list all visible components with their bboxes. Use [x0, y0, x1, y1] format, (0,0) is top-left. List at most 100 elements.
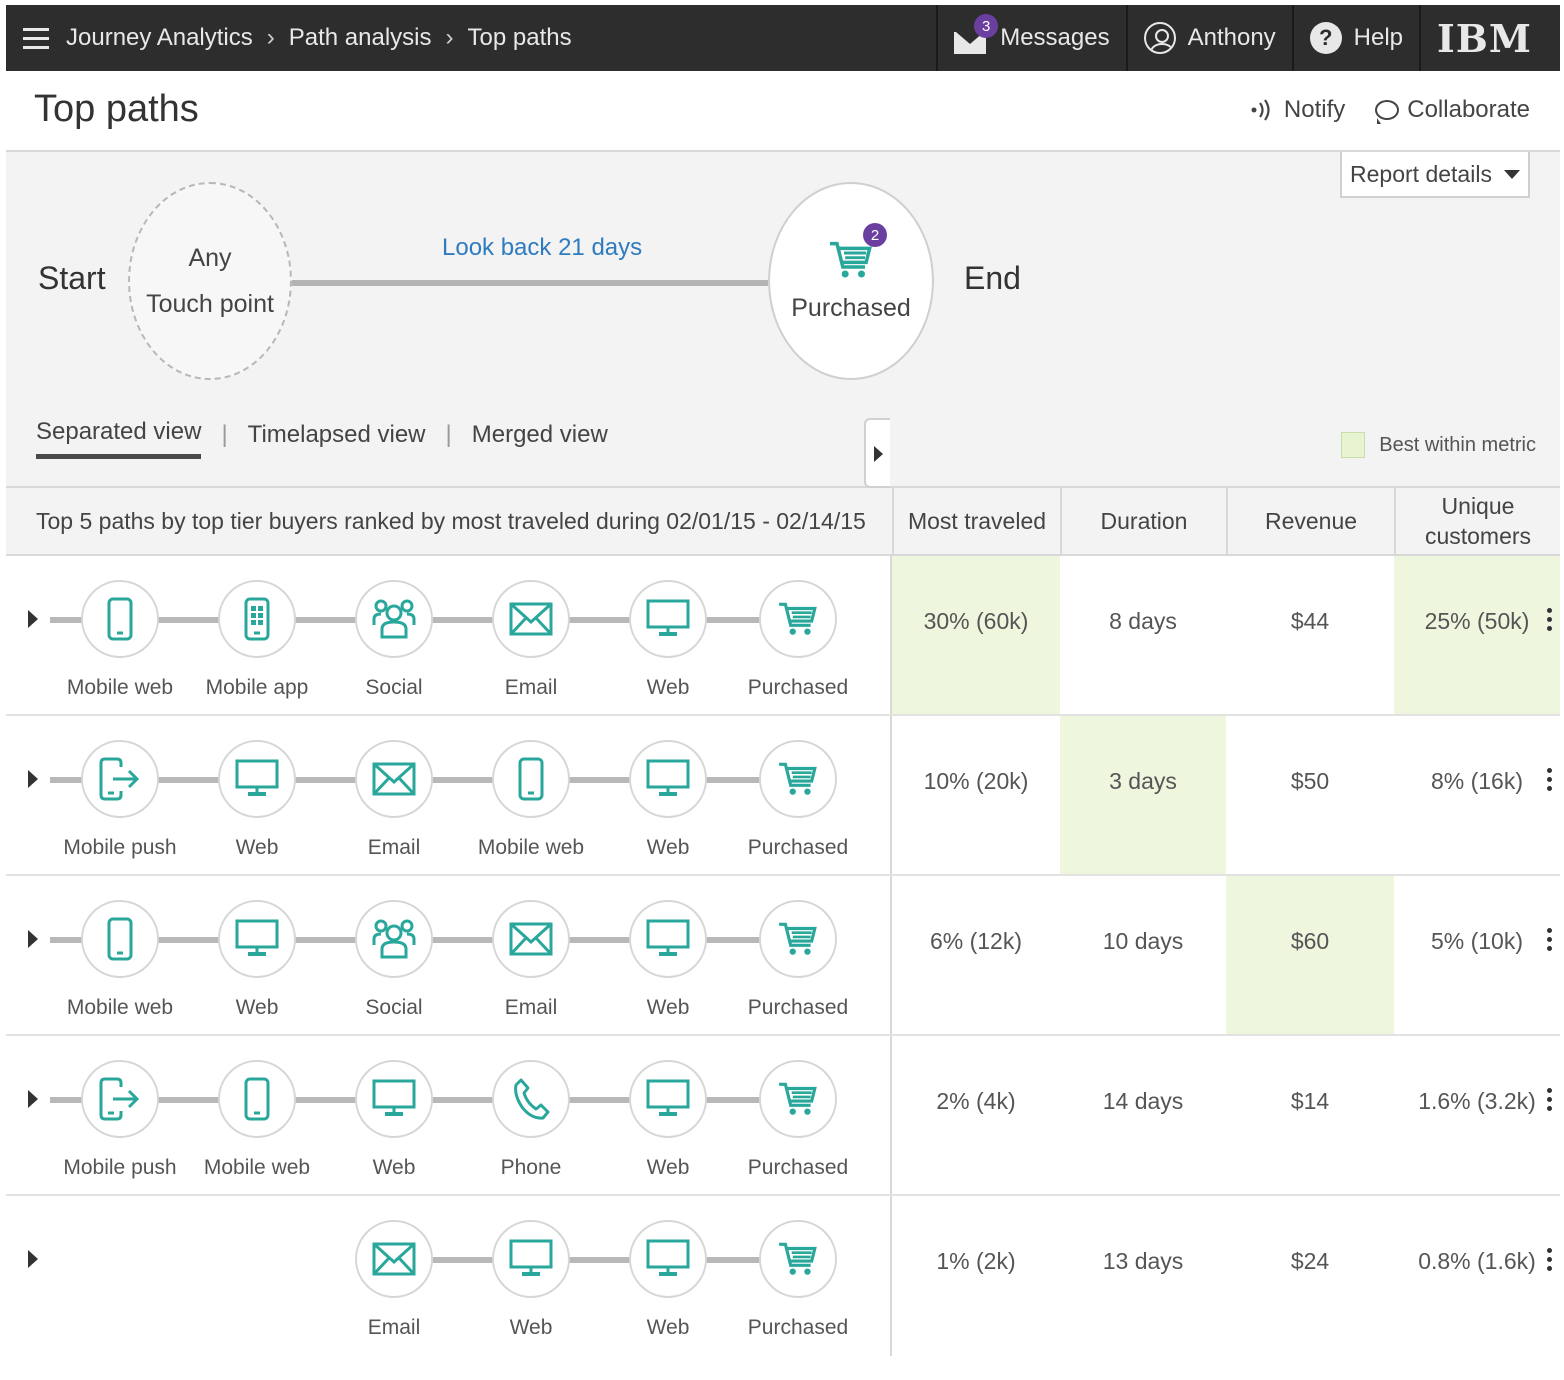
column-duration[interactable]: Duration: [1060, 488, 1226, 554]
path-step[interactable]: Mobile web: [189, 1060, 325, 1180]
tab-merged-view[interactable]: Merged view: [471, 420, 608, 448]
cart-icon: [759, 580, 837, 658]
breadcrumb-top-paths[interactable]: Top paths: [467, 24, 572, 51]
path-step-label: Email: [367, 1316, 421, 1339]
panel-collapse-tab[interactable]: [864, 418, 890, 488]
path-step[interactable]: Email: [463, 580, 599, 700]
path-step-label: Purchased: [747, 1156, 849, 1179]
path-step[interactable]: Purchased: [730, 900, 866, 1020]
path-step-label: Purchased: [747, 1316, 849, 1339]
metric-value: $24: [1290, 1248, 1330, 1274]
collaborate-button[interactable]: Collaborate: [1375, 96, 1530, 124]
report-details-dropdown[interactable]: Report details: [1340, 152, 1530, 198]
column-most-traveled[interactable]: Most traveled: [892, 488, 1060, 554]
expand-row-icon[interactable]: [28, 770, 38, 788]
metric-revenue: $60: [1226, 876, 1394, 1034]
table-row[interactable]: Email Web Web Purchased 1% (2k) 13 days $24 0.8…: [6, 1196, 1560, 1356]
path-step[interactable]: Phone: [463, 1060, 599, 1180]
tab-timelapsed-view[interactable]: Timelapsed view: [247, 420, 426, 448]
path-step[interactable]: Mobile web: [463, 740, 599, 860]
start-touchpoint-node[interactable]: Any Touch point: [128, 182, 292, 380]
path-step[interactable]: Mobile app: [189, 580, 325, 700]
metric-value: 13 days: [1102, 1248, 1184, 1274]
caret-down-icon: [1503, 169, 1520, 179]
expand-row-icon[interactable]: [28, 930, 38, 948]
path-step[interactable]: Purchased: [730, 1060, 866, 1180]
path-step[interactable]: Mobile web: [52, 900, 188, 1020]
lookback-link[interactable]: Look back 21 days: [442, 234, 643, 261]
table-row[interactable]: Mobile web Web Social Email Web Purchased 6% (…: [6, 876, 1560, 1036]
path-step[interactable]: Web: [600, 900, 736, 1020]
path-step[interactable]: Mobile push: [52, 740, 188, 860]
metric-value: 25% (50k): [1424, 608, 1530, 634]
breadcrumb: Journey Analytics › Path analysis › Top …: [66, 24, 572, 52]
notify-button[interactable]: Notify: [1250, 96, 1345, 124]
path-step[interactable]: Web: [600, 580, 736, 700]
hamburger-menu-icon[interactable]: [6, 5, 66, 71]
user-menu-button[interactable]: Anthony: [1125, 5, 1292, 71]
metric-value: 10% (20k): [923, 768, 1029, 794]
metric-unique: 8% (16k): [1394, 716, 1560, 874]
legend-swatch: [1341, 432, 1366, 458]
path-step-label: Social: [365, 676, 423, 699]
view-tabs: Separated view | Timelapsed view | Merge…: [36, 418, 608, 459]
metric-value: 1.6% (3.2k): [1418, 1088, 1536, 1114]
table-header: Top 5 paths by top tier buyers ranked by…: [6, 486, 1560, 556]
path-step[interactable]: Social: [326, 900, 462, 1020]
path-step[interactable]: Mobile push: [52, 1060, 188, 1180]
column-revenue[interactable]: Revenue: [1226, 488, 1394, 554]
path-step[interactable]: Email: [326, 740, 462, 860]
column-unique-customers[interactable]: Unique customers: [1394, 488, 1560, 554]
path-step[interactable]: Web: [189, 740, 325, 860]
metric-value: 8% (16k): [1430, 768, 1524, 794]
row-menu-icon[interactable]: [1547, 1088, 1552, 1111]
mobile-web-icon: [218, 1060, 296, 1138]
social-icon: [355, 580, 433, 658]
tab-separated-view[interactable]: Separated view: [36, 418, 202, 459]
expand-row-icon[interactable]: [28, 610, 38, 628]
help-button[interactable]: ? Help: [1291, 5, 1419, 71]
row-menu-icon[interactable]: [1547, 1248, 1552, 1271]
path-step[interactable]: Purchased: [730, 1220, 866, 1340]
ibm-logo: IBM: [1421, 16, 1560, 61]
end-touchpoint-node[interactable]: 2 Purchased: [768, 182, 934, 380]
path-step[interactable]: Email: [463, 900, 599, 1020]
chat-bubble-icon: [1375, 100, 1400, 124]
path-step[interactable]: Web: [189, 900, 325, 1020]
notify-icon: [1251, 99, 1270, 121]
path-step[interactable]: Web: [600, 740, 736, 860]
row-menu-icon[interactable]: [1547, 768, 1552, 791]
breadcrumb-journey-analytics[interactable]: Journey Analytics: [66, 24, 253, 51]
path-step[interactable]: Purchased: [730, 580, 866, 700]
expand-row-icon[interactable]: [28, 1090, 38, 1108]
path-step[interactable]: Web: [600, 1220, 736, 1340]
row-menu-icon[interactable]: [1547, 928, 1552, 951]
web-icon: [492, 1220, 570, 1298]
top-paths-table: Top 5 paths by top tier buyers ranked by…: [6, 486, 1560, 1358]
path-step[interactable]: Social: [326, 580, 462, 700]
row-menu-icon[interactable]: [1547, 608, 1552, 631]
web-icon: [218, 740, 296, 818]
email-icon: [492, 580, 570, 658]
path-step[interactable]: Web: [600, 1060, 736, 1180]
start-node-line1: Any: [188, 244, 232, 272]
path-step[interactable]: Web: [463, 1220, 599, 1340]
path-step[interactable]: Mobile web: [52, 580, 188, 700]
user-name: Anthony: [1187, 24, 1276, 51]
metric-most-traveled: 2% (4k): [892, 1036, 1060, 1194]
table-row[interactable]: Mobile push Mobile web Web Phone Web Purchase…: [6, 1036, 1560, 1196]
path-step-label: Mobile app: [205, 676, 309, 699]
breadcrumb-path-analysis[interactable]: Path analysis: [288, 24, 432, 51]
top-navigation-bar: Journey Analytics › Path analysis › Top …: [6, 5, 1560, 71]
table-row[interactable]: Mobile push Web Email Mobile web Web Purchase…: [6, 716, 1560, 876]
messages-button[interactable]: 3 Messages: [936, 5, 1125, 71]
metric-unique: 0.8% (1.6k): [1394, 1196, 1560, 1356]
mobile-web-icon: [492, 740, 570, 818]
expand-row-icon[interactable]: [28, 1250, 38, 1268]
path-step[interactable]: Email: [326, 1220, 462, 1340]
chevron-right-icon: ›: [266, 24, 275, 51]
path-step[interactable]: Web: [326, 1060, 462, 1180]
table-row[interactable]: Mobile web Mobile app Social Email Web Purcha…: [6, 556, 1560, 716]
path-step[interactable]: Purchased: [730, 740, 866, 860]
metric-most-traveled: 10% (20k): [892, 716, 1060, 874]
